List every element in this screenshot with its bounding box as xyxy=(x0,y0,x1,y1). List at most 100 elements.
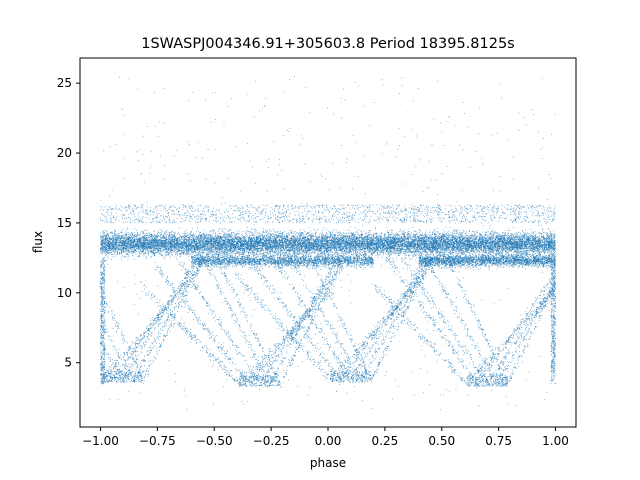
data-point xyxy=(553,253,554,254)
data-point xyxy=(422,235,423,236)
data-point xyxy=(314,246,315,247)
data-point xyxy=(362,247,363,248)
data-point xyxy=(313,229,314,230)
data-point xyxy=(411,233,412,234)
data-point xyxy=(421,253,422,254)
data-point xyxy=(427,235,428,236)
data-point xyxy=(153,248,154,249)
data-point xyxy=(398,248,399,249)
data-point xyxy=(464,231,465,232)
data-point xyxy=(338,249,339,250)
data-point xyxy=(222,242,223,243)
data-point xyxy=(286,252,287,253)
data-point xyxy=(536,240,537,241)
data-point xyxy=(489,239,490,240)
data-point xyxy=(117,254,118,255)
data-point xyxy=(193,252,194,253)
data-point xyxy=(497,249,498,250)
data-point xyxy=(233,237,234,238)
data-point xyxy=(541,249,542,250)
data-point xyxy=(267,229,268,230)
data-point xyxy=(353,235,354,236)
data-point xyxy=(204,239,205,240)
data-point xyxy=(111,233,112,234)
data-point xyxy=(522,231,523,232)
data-point xyxy=(335,250,336,251)
data-point xyxy=(531,233,532,234)
data-point xyxy=(374,251,375,252)
data-point xyxy=(369,250,370,251)
data-point xyxy=(114,235,115,236)
data-point xyxy=(245,252,246,253)
data-point xyxy=(444,245,445,246)
data-point xyxy=(361,253,362,254)
data-point xyxy=(395,236,396,237)
data-point xyxy=(252,235,253,236)
data-point xyxy=(246,235,247,236)
data-point xyxy=(502,248,503,249)
data-point xyxy=(183,237,184,238)
data-point xyxy=(502,249,503,250)
data-point xyxy=(208,251,209,252)
data-point xyxy=(154,235,155,236)
data-point xyxy=(492,230,493,231)
data-point xyxy=(404,230,405,231)
data-point xyxy=(397,233,398,234)
data-point xyxy=(474,241,475,242)
data-point xyxy=(453,236,454,237)
data-point xyxy=(195,239,196,240)
data-point xyxy=(319,251,320,252)
data-point xyxy=(127,228,128,229)
data-point xyxy=(522,247,523,248)
data-point xyxy=(278,251,279,252)
data-point xyxy=(324,241,325,242)
data-point xyxy=(520,253,521,254)
data-point xyxy=(121,259,122,260)
data-point xyxy=(375,229,376,230)
data-point xyxy=(266,252,267,253)
data-point xyxy=(476,246,477,247)
data-point xyxy=(493,238,494,239)
data-point xyxy=(199,250,200,251)
data-point xyxy=(308,235,309,236)
data-point xyxy=(506,237,507,238)
data-point xyxy=(321,251,322,252)
data-point xyxy=(215,252,216,253)
data-point xyxy=(182,250,183,251)
data-point xyxy=(466,252,467,253)
data-point xyxy=(374,237,375,238)
data-point xyxy=(158,231,159,232)
data-point xyxy=(303,240,304,241)
data-point xyxy=(284,253,285,254)
data-point xyxy=(242,237,243,238)
data-point xyxy=(295,256,296,257)
data-point xyxy=(116,252,117,253)
data-point xyxy=(272,252,273,253)
data-point xyxy=(519,232,520,233)
data-point xyxy=(138,237,139,238)
data-point xyxy=(369,247,370,248)
data-point xyxy=(317,253,318,254)
data-point xyxy=(444,234,445,235)
data-point xyxy=(525,250,526,251)
data-point xyxy=(140,247,141,248)
data-point xyxy=(378,234,379,235)
data-point xyxy=(116,234,117,235)
data-point xyxy=(136,230,137,231)
data-point xyxy=(401,252,402,253)
data-point xyxy=(407,252,408,253)
data-point xyxy=(395,254,396,255)
data-point xyxy=(233,242,234,243)
data-point xyxy=(123,232,124,233)
data-point xyxy=(295,234,296,235)
data-point xyxy=(343,244,344,245)
data-point xyxy=(365,241,366,242)
data-point xyxy=(535,234,536,235)
data-point xyxy=(184,250,185,251)
data-point xyxy=(224,245,225,246)
data-point xyxy=(246,230,247,231)
data-point xyxy=(315,234,316,235)
data-point xyxy=(448,237,449,238)
data-point xyxy=(524,242,525,243)
